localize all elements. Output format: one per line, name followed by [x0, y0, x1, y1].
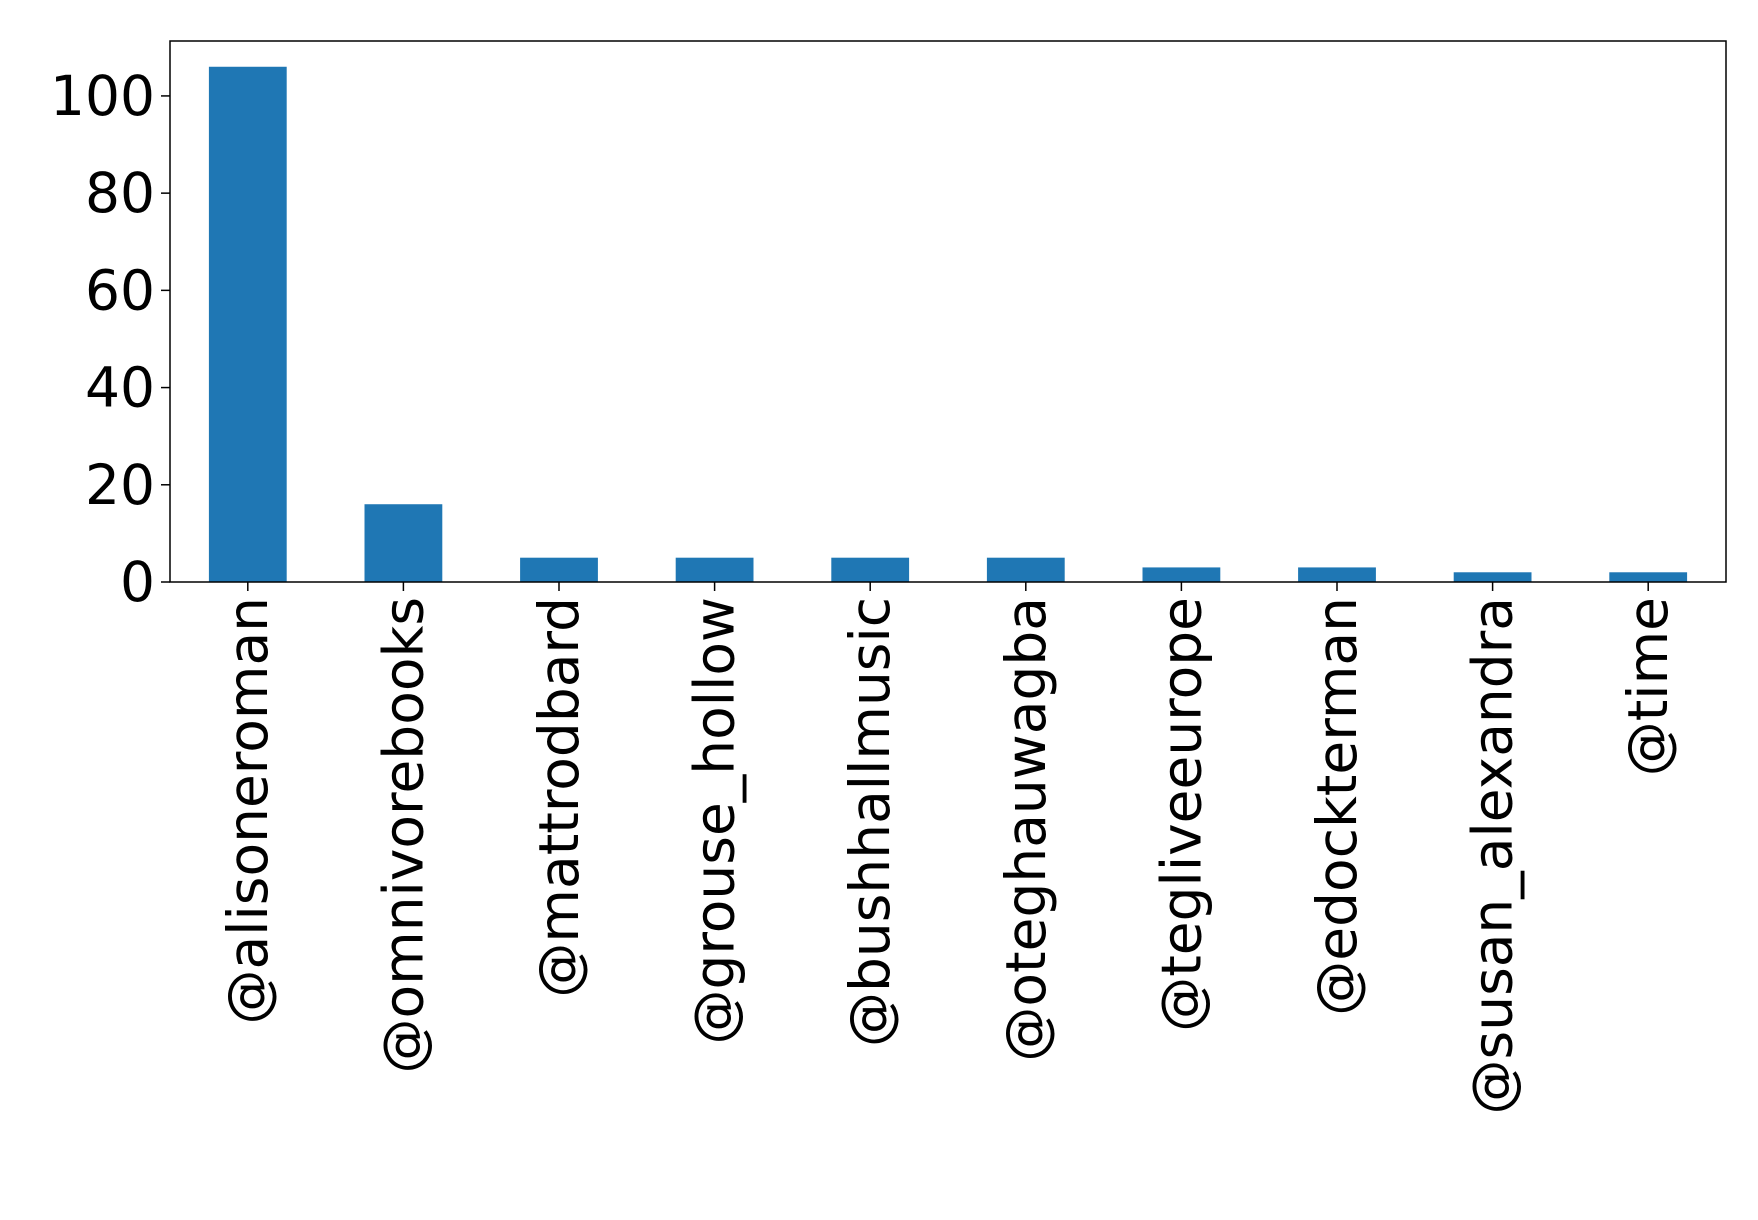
- bar-edockterman: [1298, 567, 1376, 582]
- bar-grouse-hollow: [675, 557, 754, 582]
- y-axis: 0 20 40 60 80 100: [50, 64, 170, 614]
- bar-omnivorebooks: [364, 504, 443, 582]
- bars-layer: [208, 66, 1688, 582]
- x-tick-label: @time: [1616, 597, 1680, 776]
- y-tick-label: 100: [50, 64, 155, 128]
- y-tick-label: 60: [85, 258, 155, 322]
- x-tick-label: @grouse_hollow: [683, 597, 747, 1045]
- x-tick-label: @mattrodbard: [527, 597, 591, 998]
- x-tick-label: @omnivorebooks: [371, 597, 435, 1074]
- x-tick-label: @alisoneroman: [216, 597, 280, 1024]
- bar-oteghauwagba: [986, 557, 1065, 582]
- x-tick-label: @susan_alexandra: [1461, 597, 1525, 1114]
- y-tick-label: 0: [120, 550, 155, 614]
- x-axis: @alisoneroman @omnivorebooks @mattrodbard @…: [216, 582, 1680, 1114]
- y-tick-label: 20: [85, 453, 155, 517]
- bar-time: [1609, 572, 1688, 582]
- x-tick-label: @tegliveeurope: [1149, 597, 1213, 1032]
- y-tick-label: 80: [85, 161, 155, 225]
- bar-susan-alexandra: [1453, 572, 1532, 582]
- plot-frame: [169, 40, 1727, 583]
- bar-tegliveeurope: [1142, 567, 1221, 582]
- x-tick-label: @oteghauwagba: [994, 597, 1058, 1062]
- bar-alisoneroman: [208, 66, 287, 582]
- bar-bushhallmusic: [831, 557, 910, 582]
- y-tick-label: 40: [85, 356, 155, 420]
- bar-mattrodbard: [520, 557, 598, 582]
- x-tick-label: @bushhallmusic: [838, 597, 902, 1047]
- x-tick-label: @edockterman: [1305, 597, 1369, 1016]
